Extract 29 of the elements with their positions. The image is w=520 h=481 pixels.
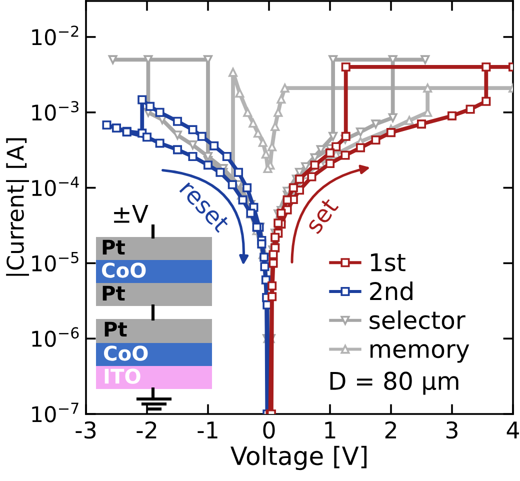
annotation: Pt (104, 322, 127, 337)
x-tick-label: 3 (446, 421, 458, 439)
y-tick-label: 10$^{−2}$ (32, 26, 78, 46)
y-tick-label: 10$^{−6}$ (32, 327, 79, 347)
y-tick-label: 10$^{−4}$ (32, 176, 79, 196)
x-tick-label: 1 (325, 422, 336, 438)
annotation: ITO (104, 368, 140, 384)
annotation: set (304, 196, 339, 235)
x-tick-label: 0 (263, 421, 275, 439)
x-tick-label: -3 (76, 421, 96, 439)
annotation: ±V (114, 204, 148, 223)
y-tick-label: 10$^{−5}$ (32, 252, 78, 272)
x-tick-label: -2 (136, 421, 156, 438)
annotation: CoO (102, 262, 146, 278)
legend-label: 2nd (370, 282, 412, 300)
annotation: CoO (104, 346, 148, 361)
x-tick-label: 2 (385, 421, 396, 438)
annotation: Pt (102, 286, 125, 301)
annotation: Pt (102, 240, 125, 255)
x-tick-label: 4 (506, 422, 520, 438)
annotation: D = 80 µm (330, 372, 458, 395)
legend-label: memory (370, 344, 470, 363)
y-axis-title: |Current| [A] (6, 138, 29, 276)
legend-label: selector (370, 310, 466, 330)
x-axis-title: Voltage [V] (230, 446, 367, 470)
y-tick-label: 10$^{−7}$ (32, 402, 78, 422)
x-tick-label: -1 (198, 422, 218, 438)
y-tick-label: 10$^{−3}$ (32, 100, 78, 121)
legend-label: 1st (370, 253, 406, 272)
